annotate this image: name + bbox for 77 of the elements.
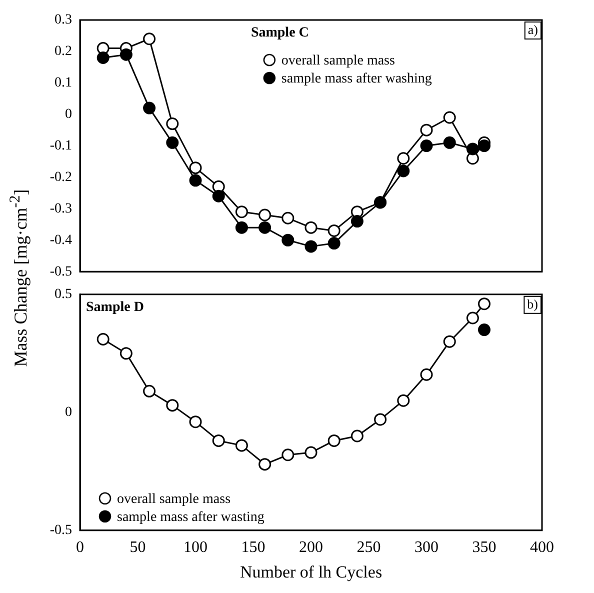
point — [96, 51, 110, 64]
x-tick-label: 400 — [530, 539, 554, 556]
point — [166, 118, 179, 130]
point — [478, 140, 490, 152]
x-tick-label: 300 — [414, 539, 438, 556]
point — [420, 140, 433, 152]
point — [397, 164, 410, 178]
x-tick-label: 150 — [241, 539, 266, 556]
point — [143, 102, 156, 114]
legend-label: sample mass after washing — [281, 72, 432, 87]
point — [350, 215, 364, 228]
y-tick-label: -0.3 — [50, 201, 72, 216]
point — [466, 142, 479, 156]
point — [166, 399, 179, 412]
point — [212, 190, 225, 202]
y-tick-label: 0.5 — [54, 287, 72, 302]
y-tick-label: 0 — [65, 405, 72, 420]
point — [478, 298, 490, 310]
point — [282, 234, 294, 246]
point — [304, 446, 318, 459]
chart-title: Sample C — [250, 26, 309, 41]
y-tick-label: -0.4 — [50, 232, 72, 248]
y-tick-label: -0.5 — [50, 523, 72, 538]
point — [282, 212, 294, 224]
point — [443, 111, 456, 124]
point — [304, 240, 318, 253]
point — [120, 347, 132, 360]
x-tick-label: 0 — [76, 539, 84, 556]
y-tick-label: 0 — [65, 107, 72, 122]
x-tick-label: 350 — [472, 539, 496, 556]
y-tick-label: 0.2 — [54, 44, 72, 60]
point — [443, 136, 456, 149]
x-tick-label: 250 — [356, 539, 381, 556]
x-tick-label: 50 — [130, 539, 146, 556]
point — [420, 368, 433, 381]
point — [189, 416, 202, 428]
x-tick-label: 200 — [299, 539, 323, 556]
point — [235, 439, 248, 452]
legend-label: sample mass after wasting — [117, 510, 264, 526]
point — [328, 434, 340, 447]
point — [189, 174, 202, 187]
point — [397, 394, 410, 407]
annotation: a) — [528, 22, 538, 37]
legend-label: overall sample mass — [281, 54, 395, 69]
point — [166, 136, 179, 149]
point — [235, 221, 248, 234]
point — [374, 413, 387, 426]
point — [443, 335, 456, 348]
point — [258, 208, 272, 222]
point — [420, 124, 433, 136]
point — [96, 332, 110, 346]
point — [143, 384, 156, 398]
point — [478, 324, 490, 336]
y-tick-label: -0.1 — [50, 138, 72, 154]
point — [397, 152, 410, 165]
y-tick-label: 0.3 — [54, 12, 72, 28]
point — [258, 458, 272, 471]
point — [143, 32, 156, 46]
point — [282, 448, 294, 462]
point — [120, 48, 132, 61]
chart-title: Sample D — [86, 300, 144, 316]
y-tick-label: -0.2 — [50, 170, 72, 185]
y-tick-label: 0.1 — [54, 76, 72, 91]
point — [235, 206, 248, 218]
point — [212, 434, 225, 447]
x-tick-label: 100 — [184, 539, 208, 556]
x-axis-title: Number of lh Cycles — [240, 562, 382, 582]
point — [328, 237, 340, 250]
point — [304, 221, 318, 234]
y-tick-label: -0.5 — [50, 264, 72, 280]
annotation: b) — [527, 296, 538, 312]
point — [328, 224, 340, 237]
point — [466, 312, 479, 324]
point — [350, 430, 364, 442]
legend-label: overall sample mass — [117, 492, 231, 508]
point — [258, 221, 272, 234]
point — [189, 162, 202, 174]
